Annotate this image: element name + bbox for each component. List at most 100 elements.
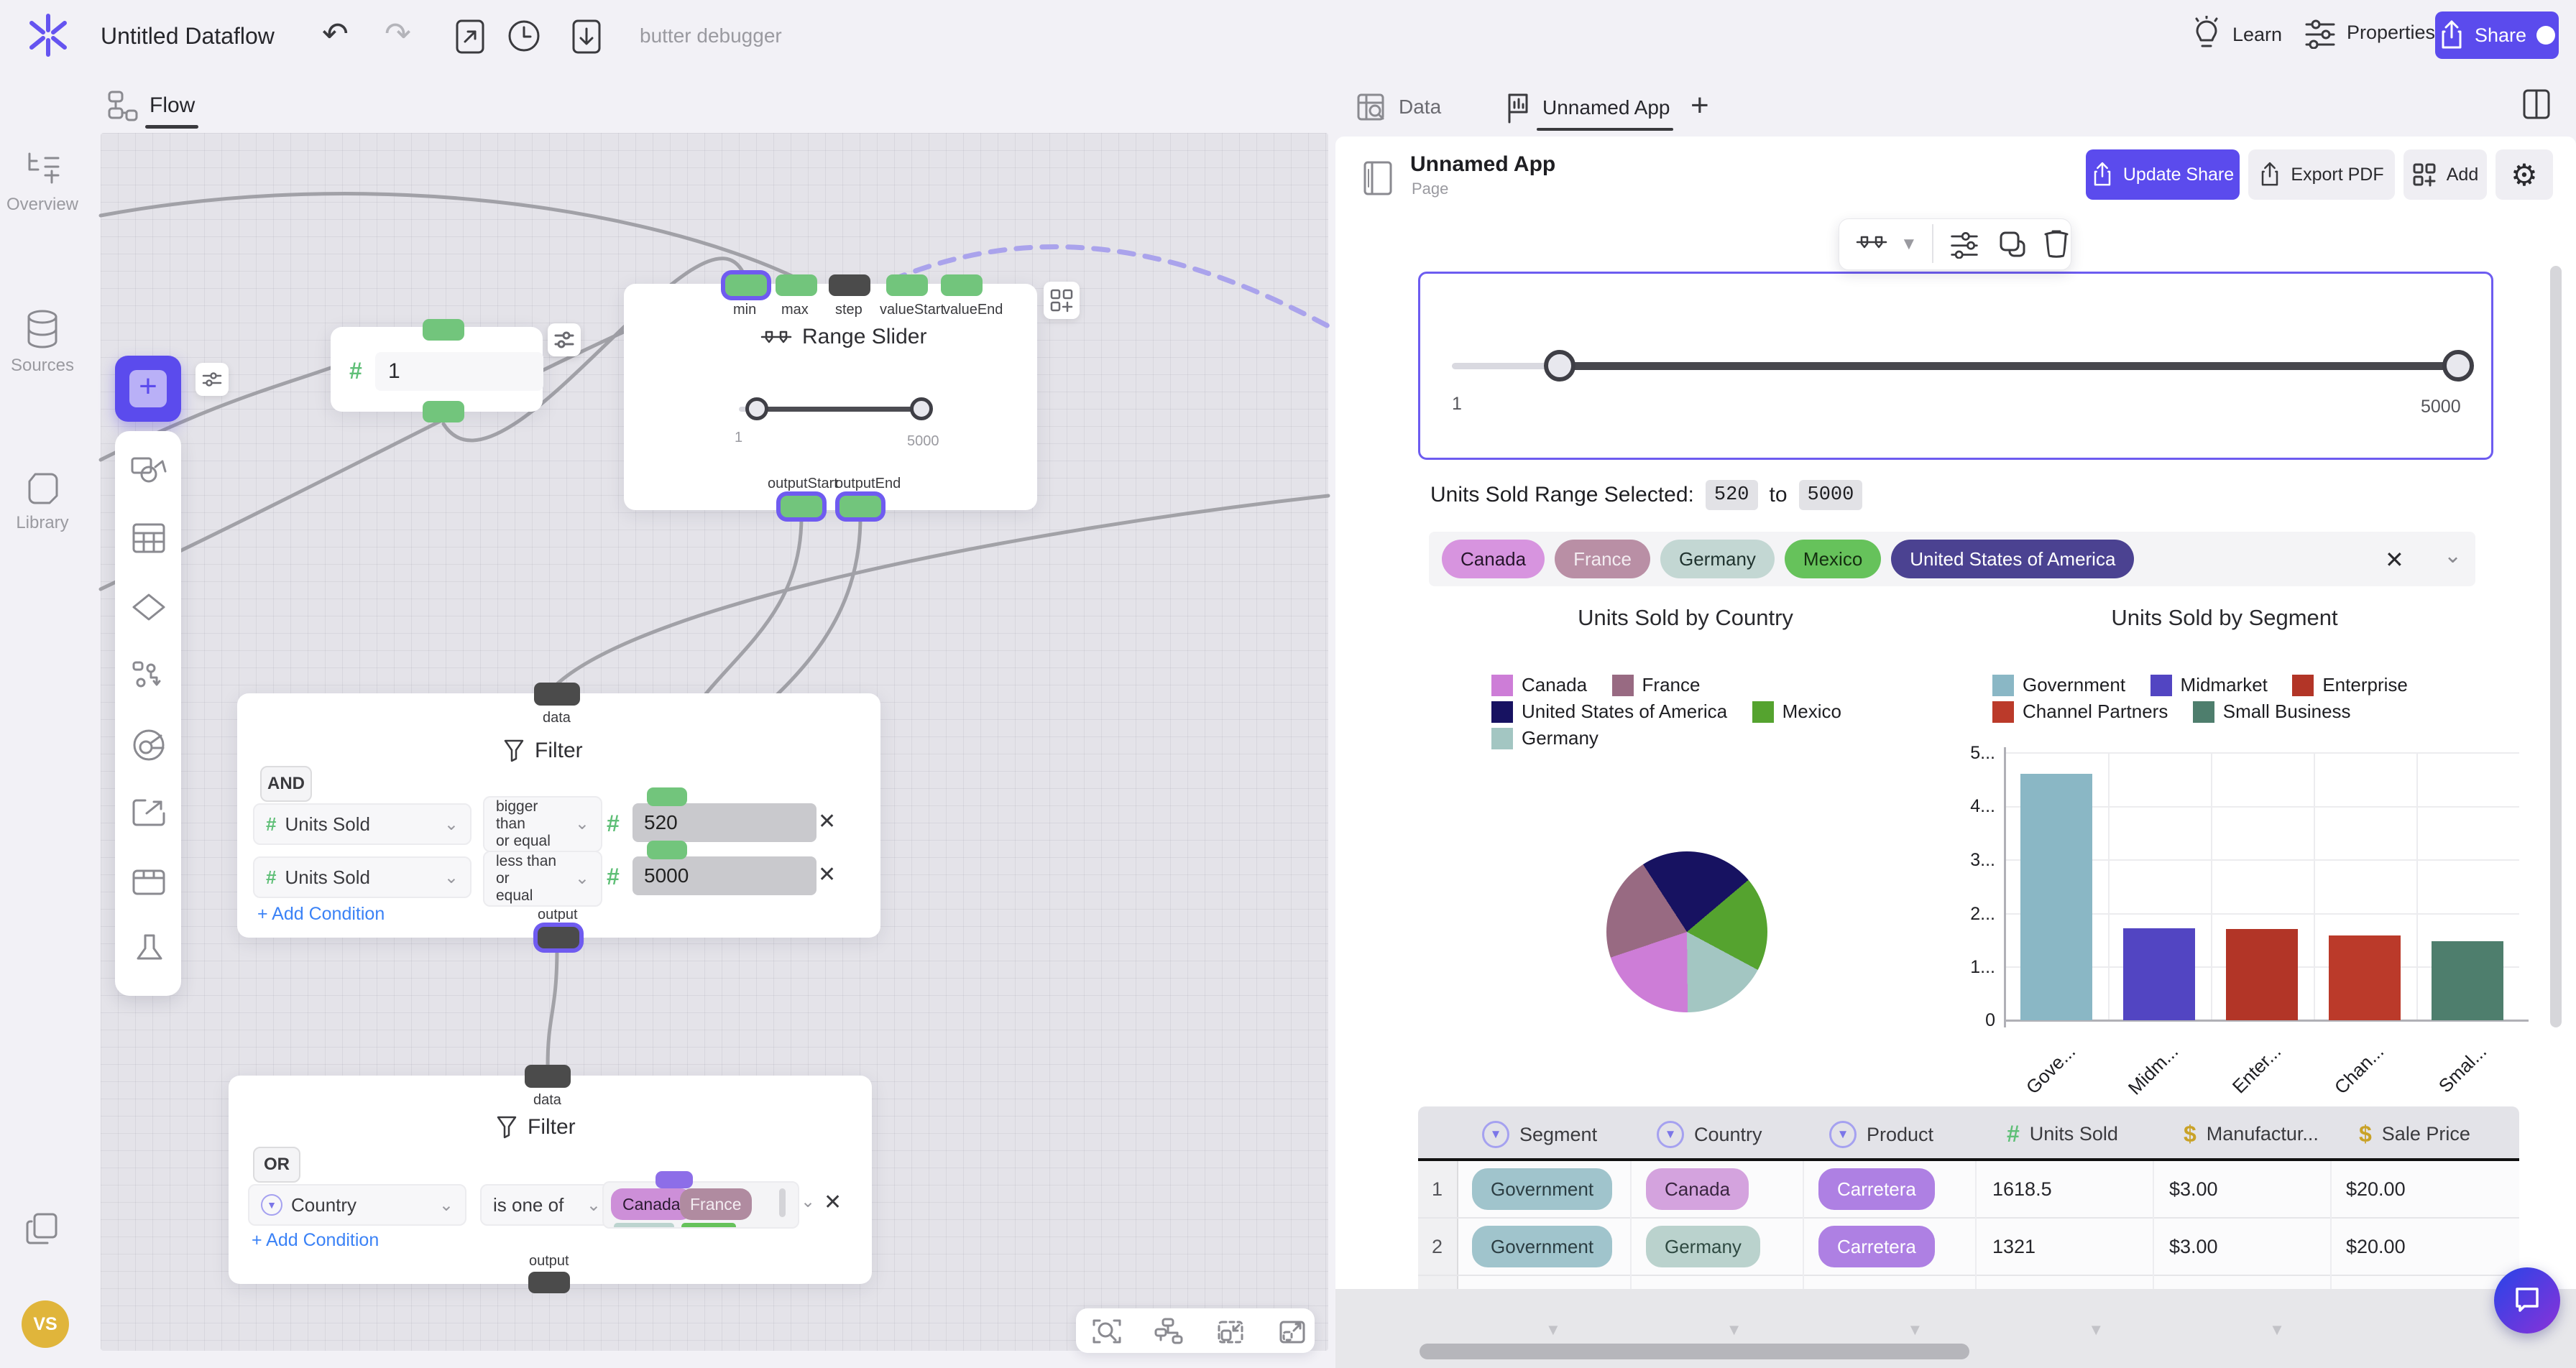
- pages-icon[interactable]: [26, 1211, 60, 1246]
- legend-government[interactable]: Government: [1992, 674, 2125, 696]
- undo-icon[interactable]: ↶: [322, 17, 349, 52]
- filter1-row1-value[interactable]: 520: [632, 803, 816, 842]
- add-node-button[interactable]: +: [115, 356, 181, 422]
- update-share-button[interactable]: Update Share: [2086, 149, 2240, 200]
- export-pdf-button[interactable]: Export PDF: [2248, 149, 2395, 200]
- filter2-column-select[interactable]: ▼ Country ⌄: [248, 1184, 466, 1226]
- properties-button[interactable]: Properties: [2304, 16, 2435, 49]
- chip-germany[interactable]: Germany: [1660, 540, 1775, 578]
- insert-table-button[interactable]: [132, 523, 165, 553]
- tab-unnamed-app[interactable]: Unnamed App: [1504, 92, 1670, 124]
- filter1-row1-column-select[interactable]: # Units Sold ⌄: [253, 803, 472, 845]
- bar-channel-partners[interactable]: [2329, 935, 2401, 1020]
- insert-media-button[interactable]: [131, 454, 167, 486]
- widget-type-caret-icon[interactable]: ▼: [1900, 234, 1918, 254]
- tab-flow[interactable]: Flow: [106, 89, 195, 122]
- bar-government[interactable]: [2020, 774, 2092, 1020]
- learn-button[interactable]: Learn: [2191, 16, 2282, 53]
- sidebar-item-sources[interactable]: Sources: [0, 309, 85, 376]
- multiselect-caret-icon[interactable]: ⌄: [801, 1192, 816, 1211]
- filter1-row2-value[interactable]: 5000: [632, 856, 816, 895]
- insert-flow-button[interactable]: [132, 661, 164, 693]
- pie-chart[interactable]: [1606, 851, 1767, 1012]
- zoom-search-button[interactable]: [1092, 1318, 1121, 1345]
- sidebar-item-library[interactable]: Library: [0, 471, 85, 533]
- split-view-icon[interactable]: [2520, 88, 2553, 121]
- panel-vertical-scrollbar[interactable]: [2550, 266, 2562, 1027]
- slider-port-step[interactable]: [829, 274, 870, 296]
- chip-mexico[interactable]: Mexico: [1784, 540, 1882, 578]
- tab-data[interactable]: Data: [1357, 92, 1441, 122]
- filter1-row1-op-select[interactable]: bigger than or equal ⌄: [483, 796, 602, 852]
- filter2-output-port[interactable]: [528, 1272, 570, 1293]
- redo-icon[interactable]: ↷: [385, 17, 411, 52]
- chip-usa[interactable]: United States of America: [1891, 540, 2135, 578]
- col-manufacturing[interactable]: $ Manufactur...: [2184, 1121, 2319, 1147]
- download-icon[interactable]: [569, 18, 604, 55]
- slider-port-outputend[interactable]: [840, 496, 881, 517]
- filter1-row2-remove[interactable]: ✕: [818, 863, 837, 887]
- slider-port-outputstart[interactable]: [781, 496, 822, 517]
- slider-handle-right[interactable]: [2442, 350, 2474, 382]
- clear-selection-icon[interactable]: ✕: [2385, 547, 2404, 573]
- col-product[interactable]: ▼ Product: [1829, 1121, 1933, 1148]
- slider-port-valueend[interactable]: [941, 274, 983, 296]
- col-sale-price[interactable]: $ Sale Price: [2359, 1121, 2470, 1147]
- number-value-input[interactable]: 1: [375, 352, 543, 391]
- legend-small-business[interactable]: Small Business: [2192, 701, 2351, 723]
- legend-enterprise[interactable]: Enterprise: [2292, 674, 2408, 696]
- col-units-sold[interactable]: # Units Sold: [2007, 1121, 2118, 1147]
- filter1-row2-value-port[interactable]: [647, 841, 687, 859]
- legend-germany[interactable]: Germany: [1491, 727, 1598, 749]
- number-node-settings-button[interactable]: [548, 323, 581, 356]
- filter1-operator[interactable]: AND: [260, 766, 312, 802]
- filter2-add-condition[interactable]: + Add Condition: [252, 1230, 380, 1250]
- filter2-operator[interactable]: OR: [253, 1147, 300, 1183]
- number-node-input-port[interactable]: [423, 319, 464, 341]
- filter2-value-multiselect[interactable]: Canada France: [602, 1181, 799, 1229]
- app-title[interactable]: Unnamed App: [1410, 152, 1556, 176]
- collapse-view-button[interactable]: [1216, 1318, 1245, 1345]
- filter2-value-port[interactable]: [656, 1171, 693, 1188]
- col-segment[interactable]: ▼ Segment: [1482, 1121, 1597, 1148]
- filter1-output-port[interactable]: [538, 927, 579, 948]
- multiselect-scrollbar[interactable]: [779, 1188, 786, 1217]
- app-settings-button[interactable]: ⚙: [2496, 149, 2553, 200]
- legend-usa[interactable]: United States of America: [1491, 701, 1727, 723]
- legend-midmarket[interactable]: Midmarket: [2150, 674, 2268, 696]
- slider-handle-left[interactable]: [1544, 350, 1576, 382]
- slider-node-add-widget-button[interactable]: [1044, 282, 1080, 319]
- filter2-chip-france[interactable]: France: [680, 1188, 752, 1220]
- bar-midmarket[interactable]: [2123, 928, 2195, 1020]
- col-country[interactable]: ▼ Country: [1657, 1121, 1762, 1148]
- delete-widget-icon[interactable]: [2043, 228, 2070, 259]
- sidebar-item-overview[interactable]: Overview: [0, 151, 85, 215]
- expand-view-button[interactable]: [1278, 1318, 1307, 1345]
- slider-port-max[interactable]: [776, 274, 817, 296]
- legend-france[interactable]: France: [1611, 674, 1700, 696]
- filter1-add-condition[interactable]: + Add Condition: [257, 904, 385, 924]
- filter2-row-remove[interactable]: ✕: [824, 1191, 842, 1214]
- insert-funnel-button[interactable]: [134, 934, 165, 963]
- filter1-row1-value-port[interactable]: [647, 787, 687, 806]
- share-button[interactable]: Share: [2435, 11, 2559, 59]
- chip-france[interactable]: France: [1555, 540, 1650, 578]
- insert-embed-button[interactable]: [132, 799, 165, 826]
- insert-chart-button[interactable]: [132, 729, 165, 762]
- add-tab-button[interactable]: +: [1690, 88, 1709, 123]
- node-slider-handle-right[interactable]: [910, 397, 933, 420]
- export-icon[interactable]: [453, 18, 487, 55]
- multiselect-dropdown-icon[interactable]: ⌄: [2444, 544, 2462, 568]
- chip-canada[interactable]: Canada: [1442, 540, 1545, 578]
- filter1-row2-op-select[interactable]: less than or equal ⌄: [483, 851, 602, 907]
- insert-calendar-button[interactable]: [132, 866, 165, 895]
- filter1-row1-remove[interactable]: ✕: [818, 810, 837, 833]
- legend-mexico[interactable]: Mexico: [1752, 701, 1841, 723]
- insert-shape-button[interactable]: [132, 593, 165, 621]
- node-slider-handle-left[interactable]: [745, 397, 768, 420]
- dataflow-title[interactable]: Untitled Dataflow: [101, 23, 275, 49]
- filter1-data-port[interactable]: [534, 683, 580, 706]
- widget-settings-icon[interactable]: [1949, 228, 1979, 259]
- slider-port-min[interactable]: [725, 274, 767, 296]
- slider-port-valuestart[interactable]: [886, 274, 928, 296]
